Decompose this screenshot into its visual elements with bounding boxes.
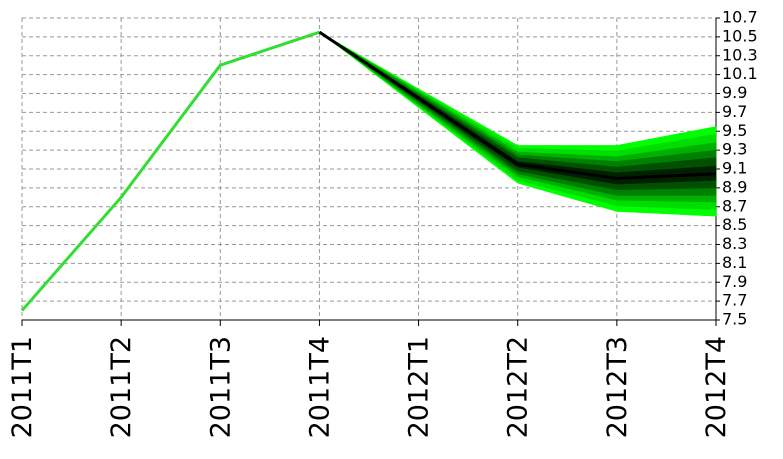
y-tick-label: 9.5	[722, 121, 747, 140]
x-tick-label: 2012T3	[602, 336, 633, 438]
x-tick-label: 2011T4	[304, 336, 335, 438]
y-tick-label: 9.3	[722, 140, 747, 159]
fan-band	[319, 31, 717, 185]
y-tick-label: 10.3	[722, 45, 758, 64]
line	[318, 30, 717, 180]
y-tick-label: 10.1	[722, 64, 758, 83]
x-tick-label: 2012T1	[404, 336, 435, 438]
y-tick-label: 8.3	[722, 234, 747, 253]
y-tick-label: 10.7	[722, 8, 758, 27]
x-tick-label: 2012T2	[503, 336, 534, 438]
y-tick-label: 8.1	[722, 253, 747, 272]
y-tick-label: 10.5	[722, 26, 758, 45]
x-tick-label: 2011T2	[106, 336, 137, 438]
y-tick-label: 8.5	[722, 215, 747, 234]
y-tick-label: 7.7	[722, 291, 747, 310]
y-tick-label: 9.7	[722, 102, 747, 121]
y-tick-label: 9.1	[722, 159, 747, 178]
x-tick-label: 2011T3	[205, 336, 236, 438]
line	[20, 30, 320, 312]
x-tick-label: 2012T4	[701, 336, 732, 438]
y-tick-label: 7.5	[722, 310, 747, 329]
y-tick-label: 7.9	[722, 272, 747, 291]
y-tick-label: 9.9	[722, 83, 747, 102]
x-tick-label: 2011T1	[7, 336, 38, 438]
y-tick-label: 8.9	[722, 177, 747, 196]
y-tick-label: 8.7	[722, 196, 747, 215]
